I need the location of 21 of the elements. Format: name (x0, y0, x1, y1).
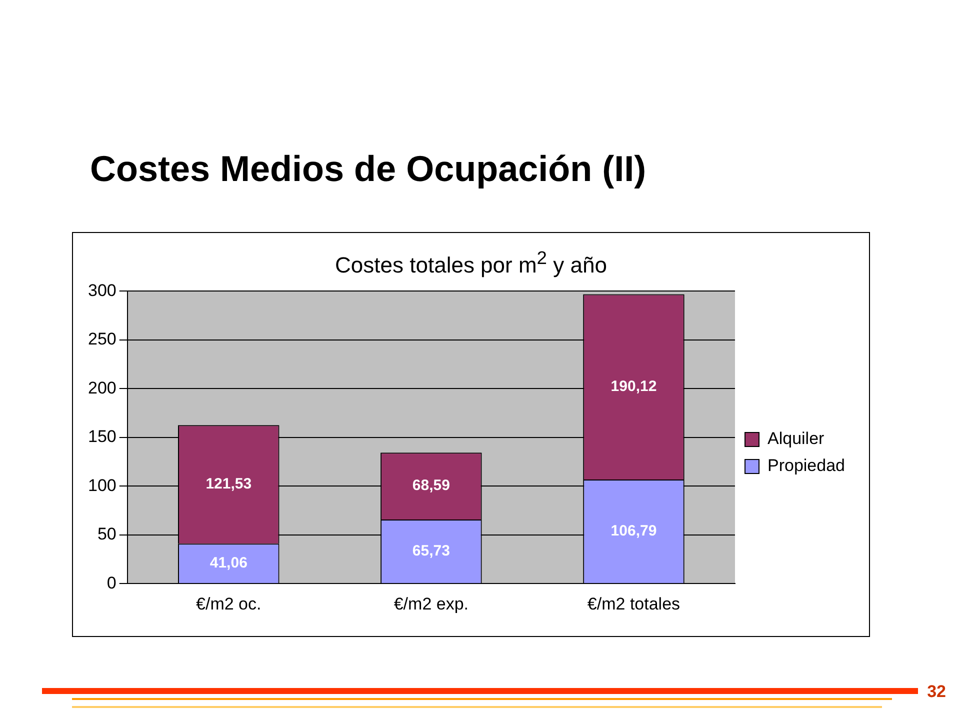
data-label: 68,59 (412, 478, 450, 495)
y-tick-label: 150 (88, 427, 116, 446)
legend-label: Propiedad (767, 456, 846, 476)
x-tick-label: €/m2 totales (587, 594, 680, 614)
y-tick-label: 200 (88, 378, 116, 398)
chart-title: Costes Medios de Ocupación (II) (90, 148, 646, 190)
x-tick-label: €/m2 oc. (196, 594, 262, 614)
data-label: 106,79 (610, 522, 657, 540)
x-tick-label: €/m2 exp. (394, 594, 469, 614)
y-tick-label: 50 (97, 524, 116, 544)
y-tick-label: 0 (106, 574, 116, 593)
data-label: 65,73 (412, 542, 450, 560)
y-tick-label: 100 (88, 476, 116, 496)
data-label: 41,06 (210, 554, 248, 572)
chart-subtitle: Costes totales por m$^{2}$ y año (334, 247, 608, 278)
data-label: 190,12 (610, 378, 657, 396)
data-label: 121,53 (206, 476, 252, 493)
y-tick-label: 250 (88, 330, 116, 349)
legend-label: Alquiler (767, 430, 825, 449)
y-tick-label: 300 (88, 281, 116, 300)
text: 32 (927, 682, 946, 702)
